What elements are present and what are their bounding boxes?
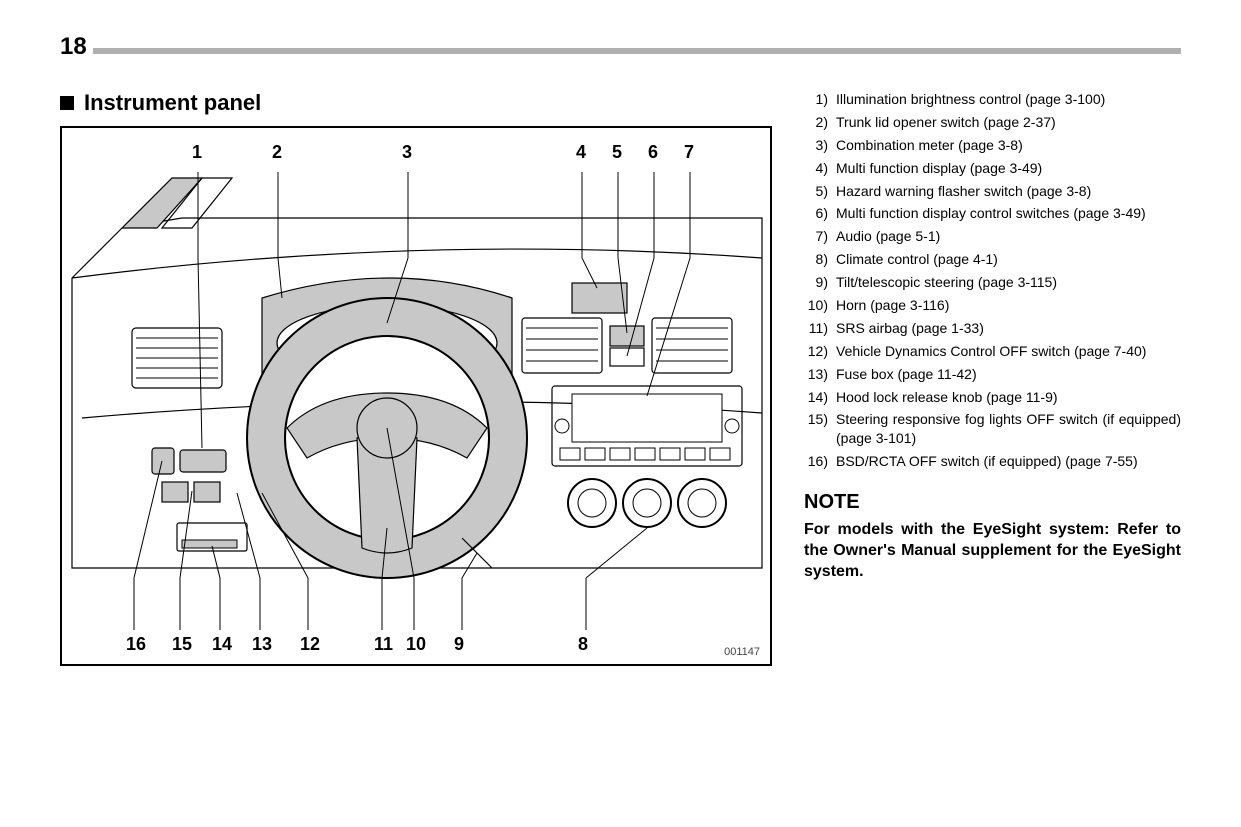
callout-number: 9 — [454, 634, 464, 655]
legend-item: 8) Climate control (page 4-1) — [804, 250, 1181, 269]
callout-number: 2 — [272, 142, 282, 163]
legend-item: 12) Vehicle Dynamics Control OFF switch (… — [804, 342, 1181, 361]
legend-text: SRS airbag (page 1-33) — [836, 319, 1181, 338]
legend-item: 6) Multi function display control switche… — [804, 204, 1181, 223]
callout-number: 3 — [402, 142, 412, 163]
header-rule — [93, 48, 1181, 54]
legend-item: 16) BSD/RCTA OFF switch (if equipped) (pa… — [804, 452, 1181, 471]
legend-item: 13) Fuse box (page 11-42) — [804, 365, 1181, 384]
legend-item: 3) Combination meter (page 3-8) — [804, 136, 1181, 155]
legend-text: Multi function display control switches … — [836, 204, 1181, 223]
legend-item: 2) Trunk lid opener switch (page 2-37) — [804, 113, 1181, 132]
legend-item: 11) SRS airbag (page 1-33) — [804, 319, 1181, 338]
legend-text: Audio (page 5-1) — [836, 227, 1181, 246]
legend-text: Hood lock release knob (page 11-9) — [836, 388, 1181, 407]
section-title: Instrument panel — [84, 90, 261, 116]
instrument-panel-figure: 12345671615141312111098 001147 — [60, 126, 772, 666]
legend-text: Hazard warning flasher switch (page 3-8) — [836, 182, 1181, 201]
legend-text: Steering responsive fog lights OFF switc… — [836, 410, 1181, 448]
legend-num: 7) — [804, 227, 828, 246]
legend-text: Multi function display (page 3-49) — [836, 159, 1181, 178]
figure-code: 001147 — [724, 646, 760, 658]
callout-number: 15 — [172, 634, 192, 655]
legend-text: Illumination brightness control (page 3-… — [836, 90, 1181, 109]
legend-num: 13) — [804, 365, 828, 384]
section-heading: Instrument panel — [60, 90, 780, 116]
callout-number: 6 — [648, 142, 658, 163]
legend-item: 5) Hazard warning flasher switch (page 3-… — [804, 182, 1181, 201]
callout-number: 16 — [126, 634, 146, 655]
legend-text: Tilt/telescopic steering (page 3-115) — [836, 273, 1181, 292]
legend-text: Climate control (page 4-1) — [836, 250, 1181, 269]
note-body: For models with the EyeSight system: Ref… — [804, 520, 1181, 582]
legend-item: 10) Horn (page 3-116) — [804, 296, 1181, 315]
callout-number: 13 — [252, 634, 272, 655]
legend-text: Combination meter (page 3-8) — [836, 136, 1181, 155]
legend-num: 1) — [804, 90, 828, 109]
legend-num: 10) — [804, 296, 828, 315]
square-bullet-icon — [60, 96, 74, 110]
note-heading: NOTE — [804, 489, 1181, 516]
legend-item: 9) Tilt/telescopic steering (page 3-115) — [804, 273, 1181, 292]
legend-item: 7) Audio (page 5-1) — [804, 227, 1181, 246]
callout-number: 14 — [212, 634, 232, 655]
page-header: 18 — [60, 48, 1181, 54]
legend-num: 2) — [804, 113, 828, 132]
legend-text: Fuse box (page 11-42) — [836, 365, 1181, 384]
legend-text: BSD/RCTA OFF switch (if equipped) (page … — [836, 452, 1181, 471]
legend-list: 1) Illumination brightness control (page … — [804, 90, 1181, 471]
dashboard-illustration — [62, 128, 774, 668]
legend-item: 4) Multi function display (page 3-49) — [804, 159, 1181, 178]
callout-number: 12 — [300, 634, 320, 655]
legend-text: Vehicle Dynamics Control OFF switch (pag… — [836, 342, 1181, 361]
legend-item: 15) Steering responsive fog lights OFF sw… — [804, 410, 1181, 448]
legend-item: 1) Illumination brightness control (page … — [804, 90, 1181, 109]
legend-num: 3) — [804, 136, 828, 155]
legend-num: 14) — [804, 388, 828, 407]
callout-number: 7 — [684, 142, 694, 163]
legend-item: 14) Hood lock release knob (page 11-9) — [804, 388, 1181, 407]
legend-num: 8) — [804, 250, 828, 269]
legend-num: 5) — [804, 182, 828, 201]
callout-number: 5 — [612, 142, 622, 163]
callout-number: 1 — [192, 142, 202, 163]
legend-text: Horn (page 3-116) — [836, 296, 1181, 315]
legend-num: 12) — [804, 342, 828, 361]
callout-number: 11 — [374, 634, 393, 655]
legend-text: Trunk lid opener switch (page 2-37) — [836, 113, 1181, 132]
legend-num: 11) — [804, 319, 828, 338]
callout-number: 10 — [406, 634, 426, 655]
legend-num: 6) — [804, 204, 828, 223]
legend-num: 9) — [804, 273, 828, 292]
page-number: 18 — [60, 33, 93, 61]
legend-num: 15) — [804, 410, 828, 448]
callout-number: 4 — [576, 142, 586, 163]
callout-number: 8 — [578, 634, 588, 655]
legend-num: 16) — [804, 452, 828, 471]
legend-num: 4) — [804, 159, 828, 178]
